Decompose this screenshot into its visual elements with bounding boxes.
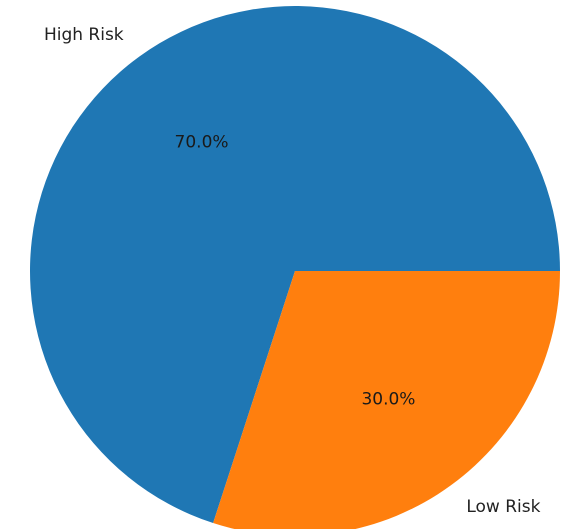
pie-pct-label-high-risk: 70.0% [175,132,229,152]
pie-slice-high-risk [30,6,561,524]
pie-slices [30,6,561,529]
pie-category-label-low-risk: Low Risk [466,497,540,517]
pie-category-label-high-risk: High Risk [44,25,124,45]
pie-labels: 70.0% High Risk 30.0% Low Risk [44,25,541,517]
pie-pct-label-low-risk: 30.0% [361,390,415,410]
pie-slice-low-risk [213,271,560,529]
